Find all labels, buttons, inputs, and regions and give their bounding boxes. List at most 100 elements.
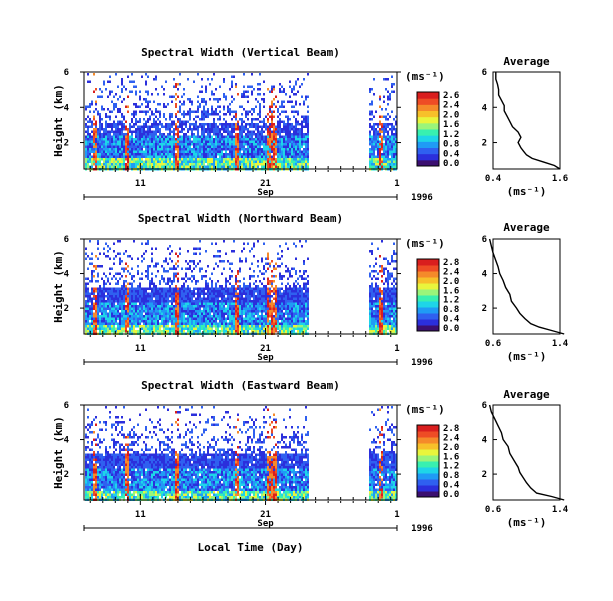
heatmap-cell	[251, 148, 253, 151]
heatmap-cell	[389, 148, 391, 151]
heatmap-cell	[165, 302, 167, 305]
heatmap-cell	[207, 287, 209, 290]
heatmap-cell	[199, 90, 201, 93]
heatmap-cell	[131, 317, 133, 320]
heatmap-cell	[213, 322, 215, 325]
heatmap-cell	[159, 163, 161, 166]
heatmap-cell	[307, 125, 309, 128]
heatmap-cell	[249, 123, 251, 126]
heatmap-cell	[225, 302, 227, 305]
heatmap-cell	[187, 315, 189, 318]
heatmap-cell	[243, 90, 245, 93]
heatmap-cell	[85, 300, 87, 303]
heatmap-cell	[101, 307, 103, 310]
heatmap-cell	[235, 315, 237, 318]
heatmap-cell	[101, 165, 103, 168]
heatmap-cell	[159, 312, 161, 315]
heatmap-cell	[91, 160, 93, 163]
heatmap-cell	[107, 133, 109, 136]
heatmap-cell	[177, 320, 179, 323]
heatmap-cell	[95, 153, 97, 156]
heatmap-cell	[179, 327, 181, 330]
heatmap-cell	[237, 330, 239, 333]
heatmap-cell	[217, 307, 219, 310]
heatmap-cell	[183, 115, 185, 118]
heatmap-cell	[129, 290, 131, 293]
heatmap-cell	[259, 290, 261, 293]
heatmap-cell	[107, 123, 109, 126]
heatmap-cell	[115, 130, 117, 133]
heatmap-cell	[129, 300, 131, 303]
heatmap-cell	[187, 113, 189, 116]
heatmap-cell	[99, 325, 101, 328]
heatmap-cell	[111, 322, 113, 325]
heatmap-cell	[141, 140, 143, 143]
heatmap-cell	[99, 307, 101, 310]
heatmap-cell	[205, 292, 207, 295]
heatmap-cell	[209, 315, 211, 318]
heatmap-cell	[87, 297, 89, 300]
heatmap-cell	[107, 135, 109, 138]
heatmap-cell	[107, 302, 109, 305]
heatmap-cell	[223, 322, 225, 325]
heatmap-cell	[259, 103, 261, 106]
heatmap-cell	[153, 295, 155, 298]
heatmap-cell	[131, 282, 133, 285]
heatmap-cell	[107, 320, 109, 323]
heatmap-cell	[147, 320, 149, 323]
heatmap-cell	[123, 317, 125, 320]
chart-title: Spectral Width (Vertical Beam)	[141, 46, 340, 59]
heatmap-cell	[245, 110, 247, 113]
heatmap-cell	[195, 307, 197, 310]
heatmap-cell	[201, 125, 203, 128]
heatmap-cell	[155, 307, 157, 310]
heatmap-cell	[231, 138, 233, 141]
heatmap-cell	[171, 267, 173, 270]
heatmap-cell	[183, 93, 185, 96]
heatmap-cell	[369, 155, 371, 158]
heatmap-cell	[173, 145, 175, 148]
heatmap-cell	[253, 165, 255, 168]
heatmap-cell	[93, 150, 95, 153]
heatmap-cell	[183, 320, 185, 323]
heatmap-cell	[155, 315, 157, 318]
heatmap-cell	[183, 285, 185, 288]
heatmap-cell	[155, 78, 157, 81]
heatmap-cell	[149, 292, 151, 295]
heatmap-cell	[233, 115, 235, 118]
heatmap-cell	[157, 110, 159, 113]
colorbar-tick-label: 1.6	[443, 120, 459, 130]
heatmap-cell	[391, 128, 393, 131]
heatmap-cell	[147, 305, 149, 308]
heatmap-cell	[181, 130, 183, 133]
heatmap-cell	[197, 325, 199, 328]
heatmap-cell	[157, 287, 159, 290]
heatmap-cell	[141, 165, 143, 168]
heatmap-cell	[191, 163, 193, 166]
heatmap-cell	[95, 297, 97, 300]
heatmap-cell	[295, 103, 297, 106]
heatmap-cell	[143, 165, 145, 168]
heatmap-cell	[113, 302, 115, 305]
heatmap-cell	[195, 315, 197, 318]
heatmap-cell	[187, 322, 189, 325]
heatmap-cell	[131, 143, 133, 146]
heatmap-cell	[145, 163, 147, 166]
heatmap-cell	[113, 145, 115, 148]
heatmap-cell	[145, 155, 147, 158]
heatmap-cell	[85, 140, 87, 143]
heatmap-cell	[97, 128, 99, 131]
heatmap-cell	[201, 115, 203, 118]
heatmap-cell	[109, 272, 111, 275]
heatmap-cell	[219, 118, 221, 121]
heatmap-cell	[113, 297, 115, 300]
heatmap-cell	[229, 148, 231, 151]
heatmap-cell	[231, 330, 233, 333]
heatmap-cell	[203, 110, 205, 113]
heatmap-cell	[113, 307, 115, 310]
heatmap-cell	[91, 165, 93, 168]
heatmap-cell	[209, 160, 211, 163]
heatmap-cell	[141, 150, 143, 153]
heatmap-cell	[385, 155, 387, 158]
heatmap-cell	[257, 158, 259, 161]
